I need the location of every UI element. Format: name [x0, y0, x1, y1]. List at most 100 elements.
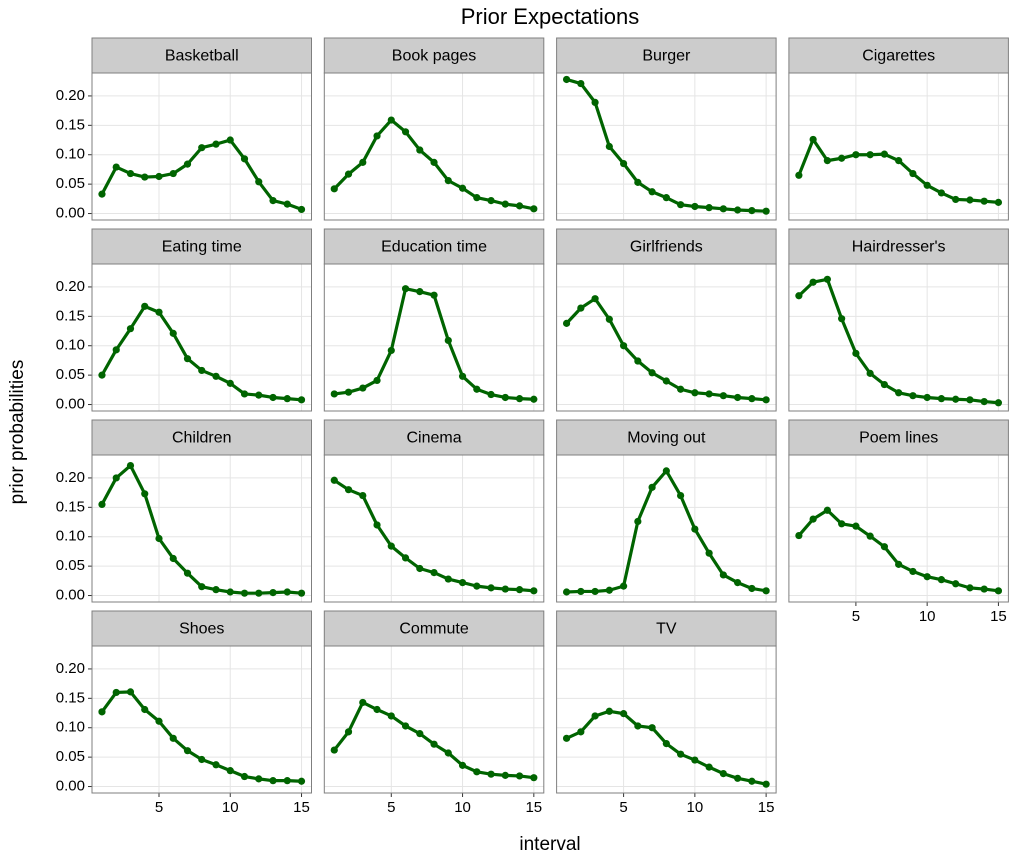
data-point — [923, 393, 931, 402]
panel-background — [324, 455, 544, 602]
data-point — [577, 304, 585, 312]
data-point — [387, 116, 395, 124]
data-point — [662, 194, 670, 202]
y-axis-label: prior probabilities — [7, 360, 28, 505]
data-point — [748, 584, 756, 593]
data-point — [155, 717, 163, 725]
data-point — [112, 474, 120, 482]
data-point — [734, 393, 742, 402]
data-point — [126, 169, 135, 178]
panel-border — [323, 645, 545, 794]
panel-background — [92, 455, 312, 602]
strip-label: Cinema — [406, 430, 461, 447]
data-point — [359, 491, 367, 500]
data-point — [112, 688, 120, 697]
data-point — [401, 285, 410, 293]
data-point — [577, 728, 585, 736]
data-point — [226, 588, 234, 596]
panel-border — [788, 72, 1009, 221]
data-point — [838, 154, 846, 162]
strip-label: Commute — [399, 621, 468, 638]
data-point — [662, 467, 670, 475]
panel-background — [92, 264, 312, 411]
data-point — [416, 730, 424, 738]
panel-border — [91, 645, 312, 794]
data-point — [762, 587, 770, 595]
data-point — [169, 734, 177, 742]
data-point — [662, 377, 670, 385]
data-point — [530, 774, 538, 782]
data-point — [212, 586, 220, 594]
data-point — [297, 205, 306, 214]
data-point — [126, 461, 135, 470]
data-point — [605, 707, 613, 715]
data-point — [748, 777, 756, 785]
data-point — [880, 380, 888, 389]
data-point — [895, 157, 903, 165]
data-point — [98, 500, 106, 508]
data-point — [183, 160, 192, 168]
data-point — [444, 336, 452, 345]
data-point — [141, 490, 149, 498]
data-point — [705, 549, 713, 557]
data-point — [501, 393, 509, 402]
data-point — [762, 780, 770, 788]
data-point — [430, 569, 438, 577]
data-point — [562, 75, 571, 84]
x-axis-label: interval — [519, 834, 580, 855]
data-point — [952, 580, 960, 588]
strip-label: Hairdresser's — [852, 239, 946, 256]
strip — [788, 228, 1009, 265]
data-point — [169, 329, 177, 337]
panel-border — [323, 72, 545, 221]
data-point — [141, 705, 149, 714]
data-point — [795, 171, 803, 179]
y-tick-label: 0.20 — [56, 87, 85, 104]
data-point — [501, 585, 509, 593]
x-tick-label: 10 — [222, 799, 239, 816]
data-point — [895, 389, 903, 397]
data-point — [823, 157, 831, 165]
data-point — [619, 342, 628, 350]
data-point — [809, 515, 817, 523]
data-point — [387, 712, 395, 720]
data-point — [283, 395, 291, 403]
data-point — [619, 159, 628, 168]
x-tick-label: 15 — [990, 608, 1007, 625]
x-tick-label: 10 — [454, 799, 471, 816]
data-point — [530, 205, 538, 213]
y-tick-label: 0.05 — [56, 557, 85, 574]
data-point — [866, 532, 874, 540]
data-point — [212, 761, 220, 769]
data-point — [677, 385, 685, 393]
data-point — [212, 140, 220, 148]
data-point — [734, 578, 742, 587]
data-point — [809, 278, 817, 286]
y-tick-label: 0.00 — [56, 205, 85, 222]
data-point — [838, 315, 846, 323]
data-point — [344, 388, 353, 396]
data-point — [359, 384, 367, 392]
data-point — [458, 761, 467, 769]
x-tick-label: 15 — [525, 799, 542, 816]
strip — [323, 610, 545, 647]
data-point — [980, 197, 988, 205]
strip-label: Education time — [381, 239, 487, 256]
x-tick-label: 15 — [293, 799, 310, 816]
data-point — [458, 184, 467, 192]
data-point — [255, 589, 263, 597]
data-point — [923, 573, 931, 581]
panel-background — [556, 646, 777, 793]
y-tick-label: 0.10 — [56, 146, 85, 163]
data-point — [430, 158, 438, 166]
x-tick-label: 5 — [387, 799, 395, 816]
data-point — [748, 206, 756, 215]
data-point — [937, 576, 946, 584]
strip — [788, 37, 1009, 74]
data-point — [691, 389, 699, 397]
data-point — [634, 722, 642, 730]
data-point — [762, 207, 770, 215]
data-point — [98, 708, 106, 716]
data-point — [966, 196, 974, 204]
data-point — [937, 395, 946, 403]
